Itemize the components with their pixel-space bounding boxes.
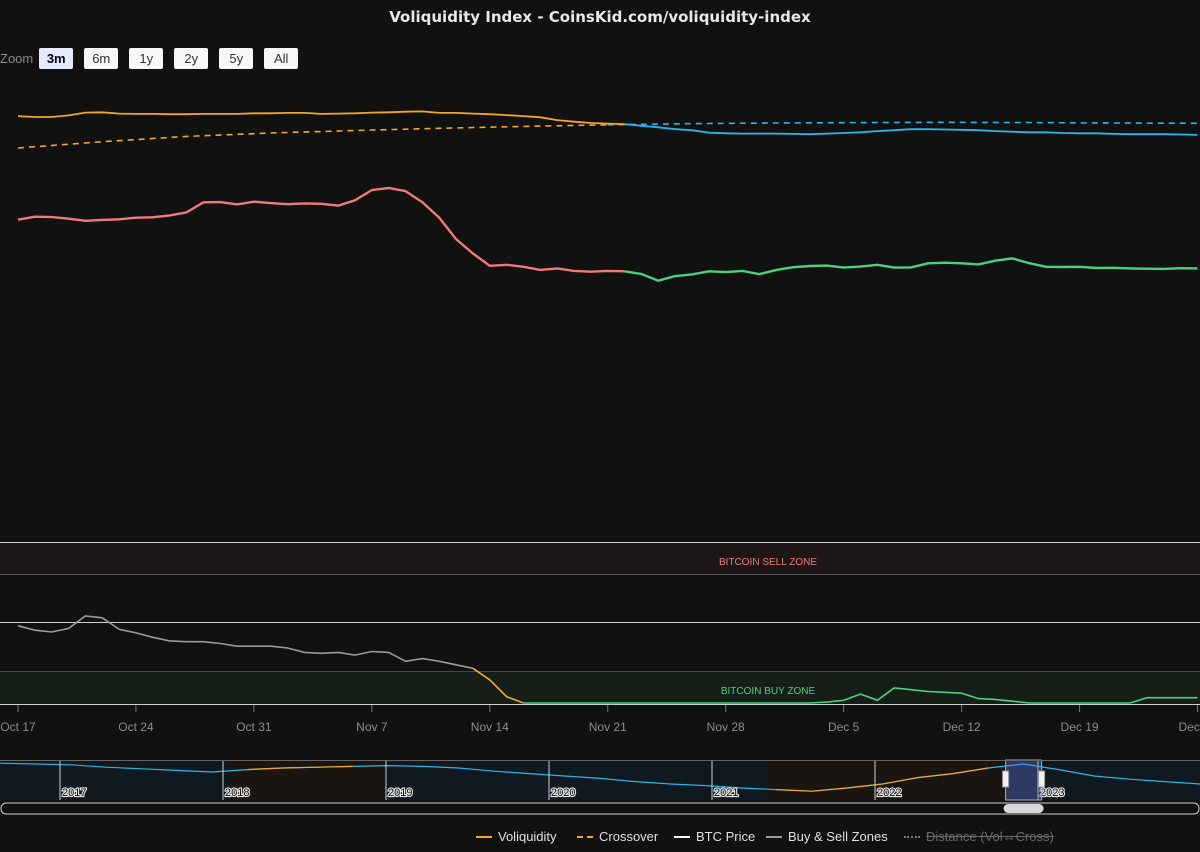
buy-zone-label: BITCOIN BUY ZONE bbox=[721, 686, 816, 697]
legend-item-distance[interactable]: Distance (Vol↔Cross) bbox=[904, 829, 1054, 844]
x-tick-label: Nov 7 bbox=[356, 720, 388, 734]
btc-price-line-sell bbox=[17, 186, 625, 273]
zoom-button-all[interactable]: All bbox=[264, 47, 299, 69]
btc-price-line-buy bbox=[624, 257, 1198, 282]
legend-label-distance: Distance (Vol↔Cross) bbox=[926, 829, 1054, 844]
navigator-year-label: 2022 bbox=[877, 787, 901, 799]
navigator-year-label: 2020 bbox=[551, 787, 575, 799]
zoom-button-2y[interactable]: 2y bbox=[174, 47, 209, 69]
navigator-orange-segment-1 bbox=[776, 767, 989, 792]
x-tick-label: Dec 19 bbox=[1061, 720, 1099, 734]
navigator-year-label: 2023 bbox=[1040, 787, 1064, 799]
navigator-scrollbar-thumb bbox=[1003, 804, 1044, 813]
navigator-selection bbox=[1005, 759, 1043, 801]
navigator-scrollbar-track bbox=[0, 802, 1200, 815]
buy-zone-band bbox=[0, 671, 1200, 704]
legend-swatch-buy-sell-zones bbox=[766, 835, 782, 838]
x-tick-label: Dec 26 bbox=[1178, 720, 1200, 734]
navigator-year-label: 2017 bbox=[62, 787, 86, 799]
navigator-series-line bbox=[0, 762, 1200, 792]
x-tick-label: Nov 21 bbox=[589, 720, 627, 734]
crossover-line-pre bbox=[17, 124, 608, 149]
x-tick-label: Dec 12 bbox=[943, 720, 981, 734]
navigator-year-label: 2019 bbox=[388, 787, 412, 799]
legend-swatch-distance bbox=[904, 835, 920, 838]
legend-item-crossover[interactable]: Crossover bbox=[577, 829, 658, 844]
navigator-year-label: 2021 bbox=[714, 787, 738, 799]
navigator-handle-right bbox=[1038, 770, 1046, 788]
zoom-button-5y[interactable]: 5y bbox=[219, 47, 254, 69]
legend-swatch-voliquidity bbox=[476, 835, 492, 838]
sell-zone-band bbox=[0, 543, 1200, 574]
legend-label-voliquidity: Voliquidity bbox=[498, 829, 557, 844]
x-tick-label: Nov 28 bbox=[707, 720, 745, 734]
crossover-line-post bbox=[607, 121, 1198, 126]
navigator-handle-left bbox=[1002, 770, 1010, 788]
zoom-button-1y[interactable]: 1y bbox=[129, 47, 164, 69]
legend-label-buy-sell-zones: Buy & Sell Zones bbox=[788, 829, 888, 844]
zones-line-neutral bbox=[17, 615, 491, 681]
legend-swatch-crossover bbox=[577, 835, 593, 838]
x-tick-label: Oct 31 bbox=[236, 720, 272, 734]
range-selector: Zoom 3m 6m 1y 2y 5y All bbox=[0, 47, 309, 69]
voliquidity-line-post bbox=[624, 123, 1198, 136]
sell-zone-label: BITCOIN SELL ZONE bbox=[719, 557, 817, 568]
zoom-button-6m[interactable]: 6m bbox=[84, 47, 119, 69]
x-tick-label: Oct 24 bbox=[118, 720, 154, 734]
legend-item-voliquidity[interactable]: Voliquidity bbox=[476, 829, 557, 844]
legend-item-buy-sell-zones[interactable]: Buy & Sell Zones bbox=[766, 829, 888, 844]
legend: Voliquidity Crossover BTC Price Buy & Se… bbox=[0, 829, 1200, 849]
x-tick-label: Nov 14 bbox=[471, 720, 509, 734]
navigator-shade-1 bbox=[768, 760, 1008, 800]
legend-item-btc-price[interactable]: BTC Price bbox=[674, 829, 755, 844]
voliquidity-line-pre bbox=[17, 110, 625, 126]
navigator-year-label: 2018 bbox=[225, 787, 249, 799]
zones-line-transition bbox=[472, 667, 524, 704]
x-tick-label: Dec 5 bbox=[828, 720, 860, 734]
navigator-orange-segment-0 bbox=[247, 765, 353, 771]
legend-swatch-btc-price bbox=[674, 835, 690, 838]
chart-title: Voliquidity Index - CoinsKid.com/voliqui… bbox=[389, 8, 811, 26]
zoom-label: Zoom bbox=[0, 50, 34, 66]
legend-label-btc-price: BTC Price bbox=[696, 829, 756, 844]
x-tick-label: Oct 17 bbox=[0, 720, 36, 734]
zoom-button-3m[interactable]: 3m bbox=[39, 47, 74, 69]
zones-line-buy bbox=[523, 687, 1198, 704]
legend-label-crossover: Crossover bbox=[599, 829, 659, 844]
